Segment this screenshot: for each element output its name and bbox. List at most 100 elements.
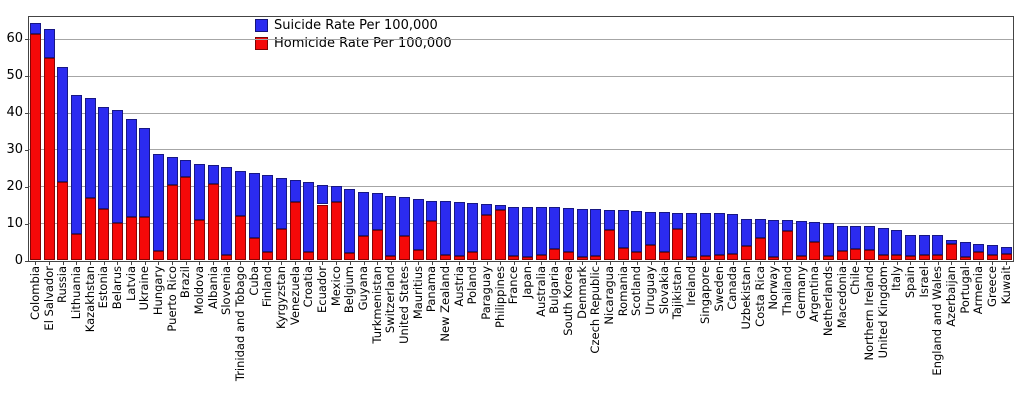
x-tick-label-turkmenistan: Turkmenistan (369, 266, 384, 344)
x-tick-label-northern-ireland: Northern Ireland (861, 266, 876, 361)
x-tick-label-finland: Finland (260, 266, 275, 308)
x-tick-spain (910, 260, 912, 265)
bar-turkmenistan-suicide-segment (371, 192, 383, 231)
bar-el-salvador-homicide-segment (43, 57, 55, 261)
bar-costa-rica-homicide-segment (754, 238, 766, 261)
bar-south-korea-suicide-segment (563, 207, 575, 253)
x-tick-label-moldova: Moldova (191, 266, 206, 315)
bar-puerto-rico-suicide-segment (166, 156, 178, 185)
bar-spain-suicide-segment (904, 234, 916, 257)
y-tick-50 (24, 76, 29, 78)
x-tick-chile (855, 260, 857, 265)
bar-chile-homicide-segment (850, 248, 862, 261)
bar-slovenia-homicide-segment (221, 255, 233, 261)
x-tick-label-armenia: Armenia (971, 266, 986, 315)
bar-switzerland-suicide-segment (385, 196, 397, 257)
x-tick-panama (431, 260, 433, 265)
bar-el-salvador-suicide-segment (43, 29, 55, 58)
bar-brazil-suicide-segment (180, 160, 192, 177)
bar-cuba-homicide-segment (248, 238, 260, 261)
x-tick-portugal (965, 260, 967, 265)
bar-ukraine-homicide-segment (139, 217, 151, 261)
bar-chile-suicide-segment (850, 225, 862, 249)
bar-new-zealand-homicide-segment (440, 254, 452, 261)
x-tick-greece (992, 260, 994, 265)
bar-estonia-homicide-segment (98, 208, 110, 261)
bar-northern-ireland-suicide-segment (863, 225, 875, 250)
bar-guyana-homicide-segment (358, 236, 369, 261)
x-tick-united-kingdom (883, 260, 885, 265)
gridline-50 (28, 75, 1013, 77)
x-tick-ukraine (144, 260, 146, 265)
bar-estonia-suicide-segment (98, 106, 110, 209)
x-tick-label-england-and-wales: England and Wales (930, 266, 945, 376)
y-tick-20 (24, 186, 29, 188)
bar-kyrgyzstan-homicide-segment (275, 228, 287, 261)
bar-nicaragua-suicide-segment (604, 210, 616, 231)
bar-france-homicide-segment (508, 256, 520, 261)
bar-poland-suicide-segment (467, 202, 479, 253)
bar-croatia-homicide-segment (303, 252, 315, 261)
y-tick-label-50: 50 (6, 68, 23, 84)
x-tick-singapore (705, 260, 707, 265)
x-tick-label-slovakia: Slovakia (656, 266, 671, 315)
x-tick-latvia (131, 260, 133, 265)
x-tick-label-paraguay: Paraguay (479, 266, 494, 320)
bottom-spine (27, 260, 1014, 262)
bar-mauritius-homicide-segment (412, 249, 424, 261)
x-tick-label-philippines: Philippines (492, 266, 507, 328)
bar-denmark-suicide-segment (576, 208, 588, 258)
bar-sweden-suicide-segment (713, 213, 725, 256)
bar-lithuania-suicide-segment (70, 95, 82, 234)
x-tick-england-and-wales (937, 260, 939, 265)
bar-slovakia-suicide-segment (658, 211, 670, 252)
bar-croatia-suicide-segment (303, 182, 315, 252)
bar-australia-suicide-segment (535, 207, 547, 255)
bar-greece-suicide-segment (986, 245, 998, 256)
bar-england-and-wales-suicide-segment (932, 235, 944, 256)
bar-germany-homicide-segment (795, 255, 807, 261)
x-tick-slovenia (226, 260, 228, 265)
x-tick-label-estonia: Estonia (96, 266, 111, 309)
x-tick-albania (213, 260, 215, 265)
bar-denmark-homicide-segment (576, 257, 588, 261)
x-tick-australia (541, 260, 543, 265)
bar-turkmenistan-homicide-segment (371, 230, 383, 261)
bar-armenia-homicide-segment (973, 252, 985, 261)
x-tick-label-united-kingdom: United Kingdom (875, 266, 890, 359)
x-tick-bulgaria (554, 260, 556, 265)
bar-japan-suicide-segment (522, 207, 534, 257)
gridline-10 (28, 223, 1013, 225)
gridline-60 (28, 38, 1013, 40)
x-tick-label-netherlands: Netherlands (820, 266, 835, 337)
x-tick-switzerland (390, 260, 392, 265)
x-tick-philippines (500, 260, 502, 265)
bar-mauritius-suicide-segment (412, 199, 424, 250)
x-tick-canada (732, 260, 734, 265)
bar-slovakia-homicide-segment (658, 252, 670, 261)
x-tick-ireland (691, 260, 693, 265)
bar-albania-homicide-segment (207, 184, 219, 261)
x-tick-label-hungary: Hungary (150, 266, 165, 316)
x-tick-label-slovenia: Slovenia (219, 266, 234, 315)
x-tick-label-ukraine: Ukraine (137, 266, 152, 311)
x-tick-colombia (35, 260, 37, 265)
x-tick-scotland (636, 260, 638, 265)
x-tick-label-poland: Poland (465, 266, 480, 305)
bar-spain-homicide-segment (904, 256, 916, 261)
x-tick-label-kuwait: Kuwait (998, 266, 1013, 305)
x-tick-label-romania: Romania (615, 266, 630, 317)
bar-thailand-suicide-segment (781, 220, 793, 232)
bar-macedonia-homicide-segment (836, 250, 848, 261)
x-tick-label-chile: Chile (848, 266, 863, 295)
x-tick-label-new-zealand: New Zealand (438, 266, 453, 342)
x-tick-label-lithuania: Lithuania (68, 266, 83, 320)
bar-mexico-suicide-segment (330, 186, 342, 203)
x-tick-label-singapore: Singapore (697, 266, 712, 325)
x-tick-israel (924, 260, 926, 265)
bar-south-korea-homicide-segment (563, 252, 575, 261)
x-tick-kyrgyzstan (281, 260, 283, 265)
bar-azerbaijan-homicide-segment (945, 244, 957, 261)
x-tick-label-denmark: Denmark (574, 266, 589, 319)
x-tick-label-macedonia: Macedonia (834, 266, 849, 329)
